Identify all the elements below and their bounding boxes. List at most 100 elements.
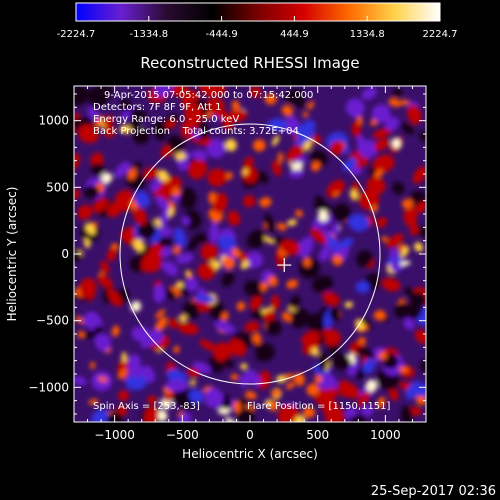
emission-blob (290, 144, 304, 159)
emission-blob (134, 190, 151, 208)
y-tick-label: 500 (46, 180, 69, 194)
x-tick-label: 0 (246, 428, 254, 442)
emission-blob (295, 209, 304, 218)
emission-blob (277, 151, 284, 164)
emission-blob (331, 353, 352, 371)
flare-position-label: Flare Position = [1150,1151] (247, 401, 391, 412)
emission-blob (74, 153, 80, 171)
emission-blob (156, 409, 168, 422)
emission-blob (154, 320, 167, 331)
emission-blob (208, 191, 216, 205)
emission-blob (197, 263, 216, 280)
emission-blob (333, 191, 340, 198)
emission-blobs (74, 86, 426, 422)
emission-blob (227, 210, 241, 226)
emission-blob (221, 272, 235, 287)
emission-blob (349, 189, 359, 200)
emission-blob (74, 189, 80, 200)
emission-blob (127, 167, 137, 180)
emission-blob (159, 226, 173, 237)
emission-blob (398, 260, 411, 267)
emission-blob (205, 97, 225, 116)
emission-blob (207, 300, 226, 321)
emission-blob (332, 203, 352, 222)
emission-blob (130, 300, 142, 312)
emission-blob (391, 138, 402, 149)
emission-blob (175, 281, 184, 289)
emission-blob (374, 169, 384, 179)
emission-blob (209, 222, 219, 244)
y-tick-label: −1000 (28, 380, 69, 394)
emission-blob (92, 197, 109, 213)
emission-blob (153, 284, 166, 303)
emission-blob (315, 375, 323, 383)
emission-blob (222, 256, 236, 270)
emission-blob (206, 111, 212, 120)
emission-blob (356, 115, 363, 125)
emission-blob (345, 98, 365, 118)
emission-blob (88, 399, 99, 405)
emission-blob (150, 178, 162, 192)
y-axis-label: Heliocentric Y (arcsec) (5, 187, 19, 322)
emission-blob (243, 195, 256, 208)
emission-blob (230, 373, 239, 381)
emission-blob (372, 127, 393, 139)
emission-blob (385, 116, 399, 131)
emission-blob (213, 342, 232, 362)
emission-blob (236, 301, 246, 311)
emission-blob (217, 407, 231, 415)
emission-blob (265, 319, 282, 336)
emission-blob (243, 156, 254, 167)
emission-blob (131, 365, 143, 378)
emission-blob (398, 366, 409, 374)
emission-blob (83, 185, 100, 199)
emission-blob (199, 339, 216, 351)
emission-blob (361, 404, 374, 416)
emission-blob (351, 120, 362, 138)
emission-blob (173, 345, 180, 354)
emission-blob (309, 227, 327, 244)
solar-limb-circle (119, 123, 381, 385)
emission-blob (132, 127, 150, 145)
emission-blob (401, 123, 415, 135)
emission-blob (256, 370, 271, 390)
emission-blob (83, 311, 101, 329)
emission-blob (356, 346, 376, 359)
emission-blob (155, 195, 170, 212)
emission-blob (183, 301, 200, 319)
emission-blob (356, 250, 373, 268)
emission-blob (141, 260, 155, 273)
emission-blob (399, 99, 410, 106)
emission-blob (317, 209, 329, 222)
emission-blob (276, 222, 287, 231)
emission-blob (231, 247, 242, 259)
emission-blob (355, 281, 370, 294)
emission-blob (208, 209, 217, 221)
emission-blob (78, 124, 99, 144)
emission-blob (77, 204, 93, 220)
info-line-time-range: 9-Apr-2015 07:05:42.000 to 07:15:42.000 (104, 90, 313, 101)
emission-blob (310, 161, 321, 172)
emission-blob (207, 168, 227, 187)
emission-blob (97, 275, 113, 289)
emission-blob (338, 237, 354, 249)
emission-blob (223, 357, 234, 368)
emission-blob (189, 379, 196, 386)
emission-blob (259, 197, 272, 208)
emission-blob (245, 391, 257, 400)
emission-blob (93, 325, 103, 335)
info-line-method-counts: Back Projection Total counts: 3.72E+04 (93, 126, 299, 137)
emission-blob (301, 331, 321, 347)
emission-blob (407, 104, 422, 125)
emission-blob (289, 295, 301, 309)
axis-ticks (73, 86, 427, 422)
emission-blob (221, 312, 229, 321)
emission-blob (231, 100, 241, 112)
emission-blob (394, 302, 410, 319)
image-area (74, 86, 426, 422)
emission-blob (303, 139, 313, 152)
colorbar-tick-label: -444.9 (205, 29, 237, 40)
emission-blob (111, 325, 120, 337)
emission-blob (322, 291, 340, 306)
emission-blob (133, 239, 145, 252)
